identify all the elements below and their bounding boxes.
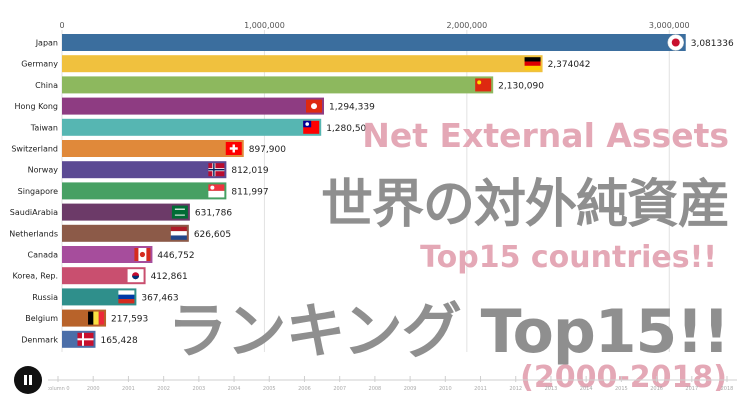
timeline-label[interactable]: 2018	[721, 386, 734, 392]
norway-flag-icon	[208, 163, 225, 177]
category-label: Denmark	[21, 335, 58, 344]
switzerland-flag-icon	[225, 142, 242, 155]
overlay-ranking-japanese: ランキング Top15!!	[167, 297, 730, 367]
bar	[62, 224, 189, 242]
singapore-flag-icon	[208, 184, 225, 198]
value-label: 2,374042	[548, 60, 591, 70]
overlay-english-title: Net External Assets	[362, 116, 729, 155]
timeline-label[interactable]: 2006	[298, 386, 311, 392]
timeline-label[interactable]: 2014	[580, 386, 593, 392]
value-label: 1,294,339	[329, 103, 375, 113]
timeline-label[interactable]: 2004	[228, 386, 241, 392]
bar	[62, 97, 325, 115]
value-label: 1,280,502	[326, 124, 372, 134]
bar	[62, 203, 190, 221]
category-label: Netherlands	[9, 229, 58, 238]
category-label: SaudiArabia	[10, 208, 58, 217]
belgium-flag-icon	[88, 311, 105, 325]
russia-flag-icon	[118, 290, 135, 304]
saudi-arabia-flag-icon	[171, 205, 188, 219]
overlay-top15-english: Top15 countries!!	[420, 240, 717, 275]
timeline-label[interactable]: 2010	[439, 386, 452, 392]
value-label: 811,997	[231, 187, 268, 197]
china-flag-icon	[475, 78, 492, 92]
category-label: Canada	[28, 251, 59, 260]
pause-icon-bar	[29, 375, 32, 385]
pause-button[interactable]	[14, 366, 42, 394]
bar	[62, 140, 244, 157]
korea-flag-icon	[127, 269, 144, 283]
germany-flag-icon	[524, 57, 541, 71]
category-label: Belgium	[25, 314, 58, 323]
bar	[62, 267, 146, 285]
canada-flag-icon	[134, 248, 151, 261]
value-label: 446,752	[157, 251, 194, 261]
netherlands-flag-icon	[170, 226, 187, 240]
bar	[62, 55, 543, 73]
timeline-label[interactable]: 2016	[650, 386, 663, 392]
value-label: 626,605	[194, 230, 231, 240]
value-label: 412,861	[151, 272, 188, 282]
timeline-label[interactable]: 2008	[369, 386, 382, 392]
bar	[62, 161, 227, 179]
bar	[62, 182, 227, 200]
timeline-label[interactable]: 2011	[474, 386, 487, 392]
overlay-japanese-title: 世界の対外純資産	[320, 175, 730, 235]
value-label: 3,081336	[691, 39, 734, 49]
japan-flag-icon	[667, 34, 684, 51]
x-tick-label: 0	[59, 21, 64, 30]
category-label: China	[35, 81, 58, 90]
timeline-label[interactable]: column 0	[48, 386, 70, 392]
timeline-label[interactable]: 2013	[545, 386, 558, 392]
x-tick-label: 1,000,000	[244, 21, 285, 30]
value-label: 631,786	[195, 209, 232, 219]
overlay-years: (2000-2018)	[520, 360, 727, 395]
hong-kong-flag-icon	[306, 99, 323, 113]
bar	[62, 34, 686, 51]
bar	[62, 118, 322, 136]
value-label: 2,130,090	[498, 81, 544, 91]
timeline-label[interactable]: 2000	[87, 386, 100, 392]
category-label: Singapore	[18, 187, 58, 196]
category-label: Germany	[21, 60, 58, 69]
bar	[62, 76, 494, 94]
timeline-label[interactable]: 2003	[192, 386, 205, 392]
value-label: 217,593	[111, 315, 148, 325]
timeline-label[interactable]: 2015	[615, 386, 628, 392]
timeline-label[interactable]: 2007	[333, 386, 346, 392]
timeline-label[interactable]: 2009	[404, 386, 417, 392]
category-label: Switzerland	[11, 145, 58, 154]
bar	[62, 288, 137, 306]
timeline-label[interactable]: 2005	[263, 386, 276, 392]
timeline-label[interactable]: 2001	[122, 386, 135, 392]
taiwan-flag-icon	[303, 120, 320, 134]
category-label: Korea, Rep.	[12, 272, 58, 281]
value-label: 897,900	[249, 145, 286, 155]
timeline-label[interactable]: 2017	[685, 386, 698, 392]
pause-icon	[24, 375, 27, 385]
denmark-flag-icon	[77, 332, 94, 346]
category-label: Russia	[32, 293, 58, 302]
timeline-slider[interactable]: column 0 2000 2001 2002 2003 2004 2005 2006 2007…	[48, 376, 737, 404]
category-label: Taiwan	[30, 123, 58, 132]
category-label: Hong Kong	[15, 102, 59, 111]
x-tick-label: 2,000,000	[446, 21, 487, 30]
value-label: 165,428	[100, 336, 137, 346]
category-label: Japan	[35, 39, 58, 48]
value-label: 812,019	[231, 166, 268, 176]
timeline-label[interactable]: 2012	[509, 386, 522, 392]
category-label: Norway	[28, 166, 59, 175]
value-label: 367,463	[141, 293, 178, 303]
timeline-label[interactable]: 2002	[157, 386, 170, 392]
bar	[62, 246, 153, 263]
x-tick-label: 3,000,000	[649, 21, 690, 30]
